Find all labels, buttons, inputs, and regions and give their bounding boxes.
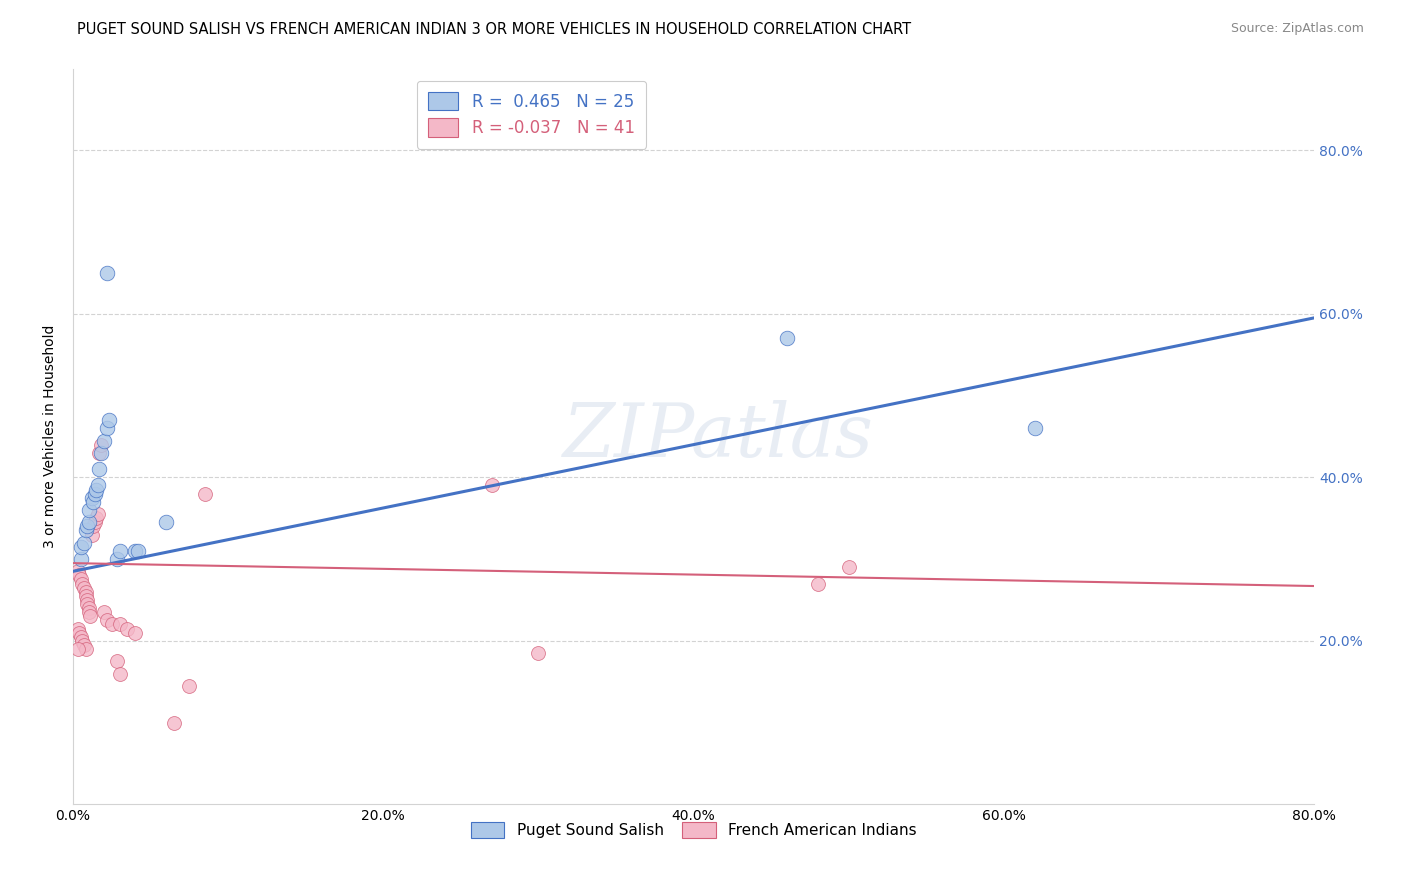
Point (155, 515, 177, 529)
Point (66, 564, 89, 578)
Point (79, 609, 101, 624)
Point (89, 446, 111, 460)
Point (76, 593, 98, 607)
Point (77, 503, 100, 517)
Point (105, 552, 128, 566)
Point (67, 625, 90, 640)
Point (66, 622, 89, 636)
Point (527, 646, 550, 660)
Y-axis label: 3 or more Vehicles in Household: 3 or more Vehicles in Household (44, 325, 58, 548)
Point (97, 413, 120, 427)
Point (75, 642, 97, 657)
Point (77, 515, 100, 529)
Point (90, 437, 112, 451)
Point (75, 524, 97, 538)
Point (89, 462, 111, 476)
Point (86, 511, 108, 525)
Point (86, 483, 108, 497)
Point (87, 478, 110, 492)
Point (127, 544, 149, 558)
Point (90, 446, 112, 460)
Point (105, 654, 128, 668)
Point (76, 597, 98, 611)
Point (96, 613, 118, 627)
Point (77, 605, 100, 619)
Point (108, 617, 131, 632)
Point (108, 666, 131, 681)
Point (481, 478, 503, 492)
Point (72, 633, 94, 648)
Point (80, 527, 103, 541)
Point (179, 679, 201, 693)
Point (82, 495, 104, 509)
Point (80, 491, 103, 505)
Point (82, 519, 104, 533)
Point (76, 519, 98, 533)
Point (101, 617, 124, 632)
Point (124, 544, 146, 558)
Text: PUGET SOUND SALISH VS FRENCH AMERICAN INDIAN 3 OR MORE VEHICLES IN HOUSEHOLD COR: PUGET SOUND SALISH VS FRENCH AMERICAN IN… (77, 22, 911, 37)
Text: Source: ZipAtlas.com: Source: ZipAtlas.com (1230, 22, 1364, 36)
Point (72, 576, 94, 591)
Point (75, 589, 97, 603)
Point (96, 421, 118, 435)
Point (776, 331, 799, 345)
Point (66, 642, 89, 657)
Point (70, 552, 93, 566)
Text: ZIPatlas: ZIPatlas (562, 401, 875, 473)
Point (83, 486, 105, 500)
Point (73, 535, 96, 549)
Point (77, 601, 100, 615)
Point (87, 507, 110, 521)
Point (73, 638, 96, 652)
Point (807, 576, 830, 591)
Point (93, 605, 115, 619)
Point (67, 568, 90, 582)
Point (70, 630, 93, 644)
Point (194, 486, 217, 500)
Point (838, 560, 860, 574)
Point (96, 266, 118, 280)
Point (108, 544, 131, 558)
Point (1024, 421, 1046, 435)
Point (93, 434, 115, 448)
Point (75, 584, 97, 599)
Point (117, 622, 139, 636)
Point (83, 515, 105, 529)
Point (70, 573, 93, 587)
Point (73, 581, 96, 595)
Legend: Puget Sound Salish, French American Indians: Puget Sound Salish, French American Indi… (465, 815, 922, 845)
Point (70, 540, 93, 554)
Point (163, 715, 186, 730)
Point (124, 625, 146, 640)
